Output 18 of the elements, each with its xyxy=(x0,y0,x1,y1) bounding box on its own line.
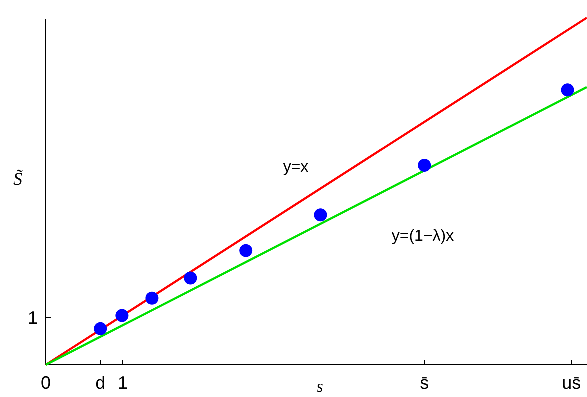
point xyxy=(561,84,574,97)
annotation: y=x xyxy=(283,159,309,176)
x-tick-label: s̄ xyxy=(420,373,430,393)
y-axis-title: S̃ xyxy=(14,168,24,189)
point xyxy=(184,272,198,285)
point xyxy=(240,244,253,258)
point xyxy=(94,322,108,336)
x-tick-label: us̄ xyxy=(562,373,582,393)
x-axis-title: s xyxy=(316,377,324,396)
x-tick-label: 1 xyxy=(118,373,128,393)
text: 1 xyxy=(28,308,38,328)
point xyxy=(116,309,129,322)
x-tick-label: 0 xyxy=(40,373,52,393)
x-tick-label: d xyxy=(96,373,106,393)
point xyxy=(146,292,159,305)
annotation: y=(1−λ)x xyxy=(392,228,454,245)
point xyxy=(418,158,432,172)
point xyxy=(314,208,328,222)
